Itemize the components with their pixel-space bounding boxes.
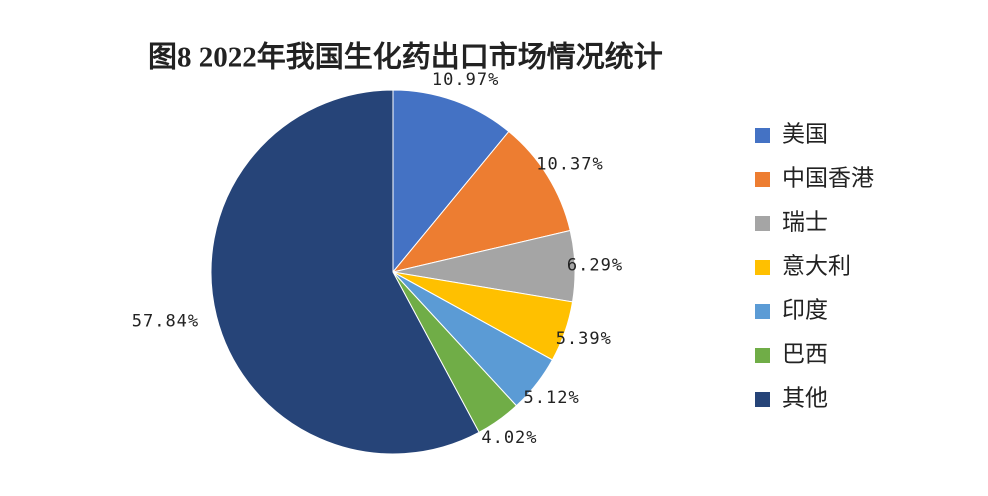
data-label: 10.97% (432, 70, 499, 90)
legend-swatch (755, 128, 770, 143)
data-label: 5.12% (524, 388, 580, 408)
data-label: 4.02% (481, 428, 537, 448)
data-label: 10.37% (536, 154, 603, 174)
data-label: 57.84% (132, 312, 199, 332)
data-label: 5.39% (556, 329, 612, 349)
pie-slice (392, 89, 510, 274)
legend-label: 瑞士 (782, 209, 828, 234)
pie-slice (391, 130, 571, 273)
legend-swatch (755, 304, 770, 319)
legend-label: 巴西 (782, 341, 828, 366)
legend-label: 美国 (782, 121, 828, 146)
data-label: 6.29% (567, 255, 623, 275)
legend-label: 意大利 (782, 253, 851, 278)
legend-swatch (755, 172, 770, 187)
legend-label: 其他 (782, 385, 828, 410)
legend-swatch (755, 216, 770, 231)
legend-swatch (755, 392, 770, 407)
legend-swatch (755, 348, 770, 363)
legend-label: 中国香港 (782, 165, 874, 190)
legend-swatch (755, 260, 770, 275)
pie-slice (210, 89, 480, 455)
legend-label: 印度 (782, 297, 828, 322)
chart-title: 图8 2022年我国生化药出口市场情况统计 (148, 40, 663, 74)
